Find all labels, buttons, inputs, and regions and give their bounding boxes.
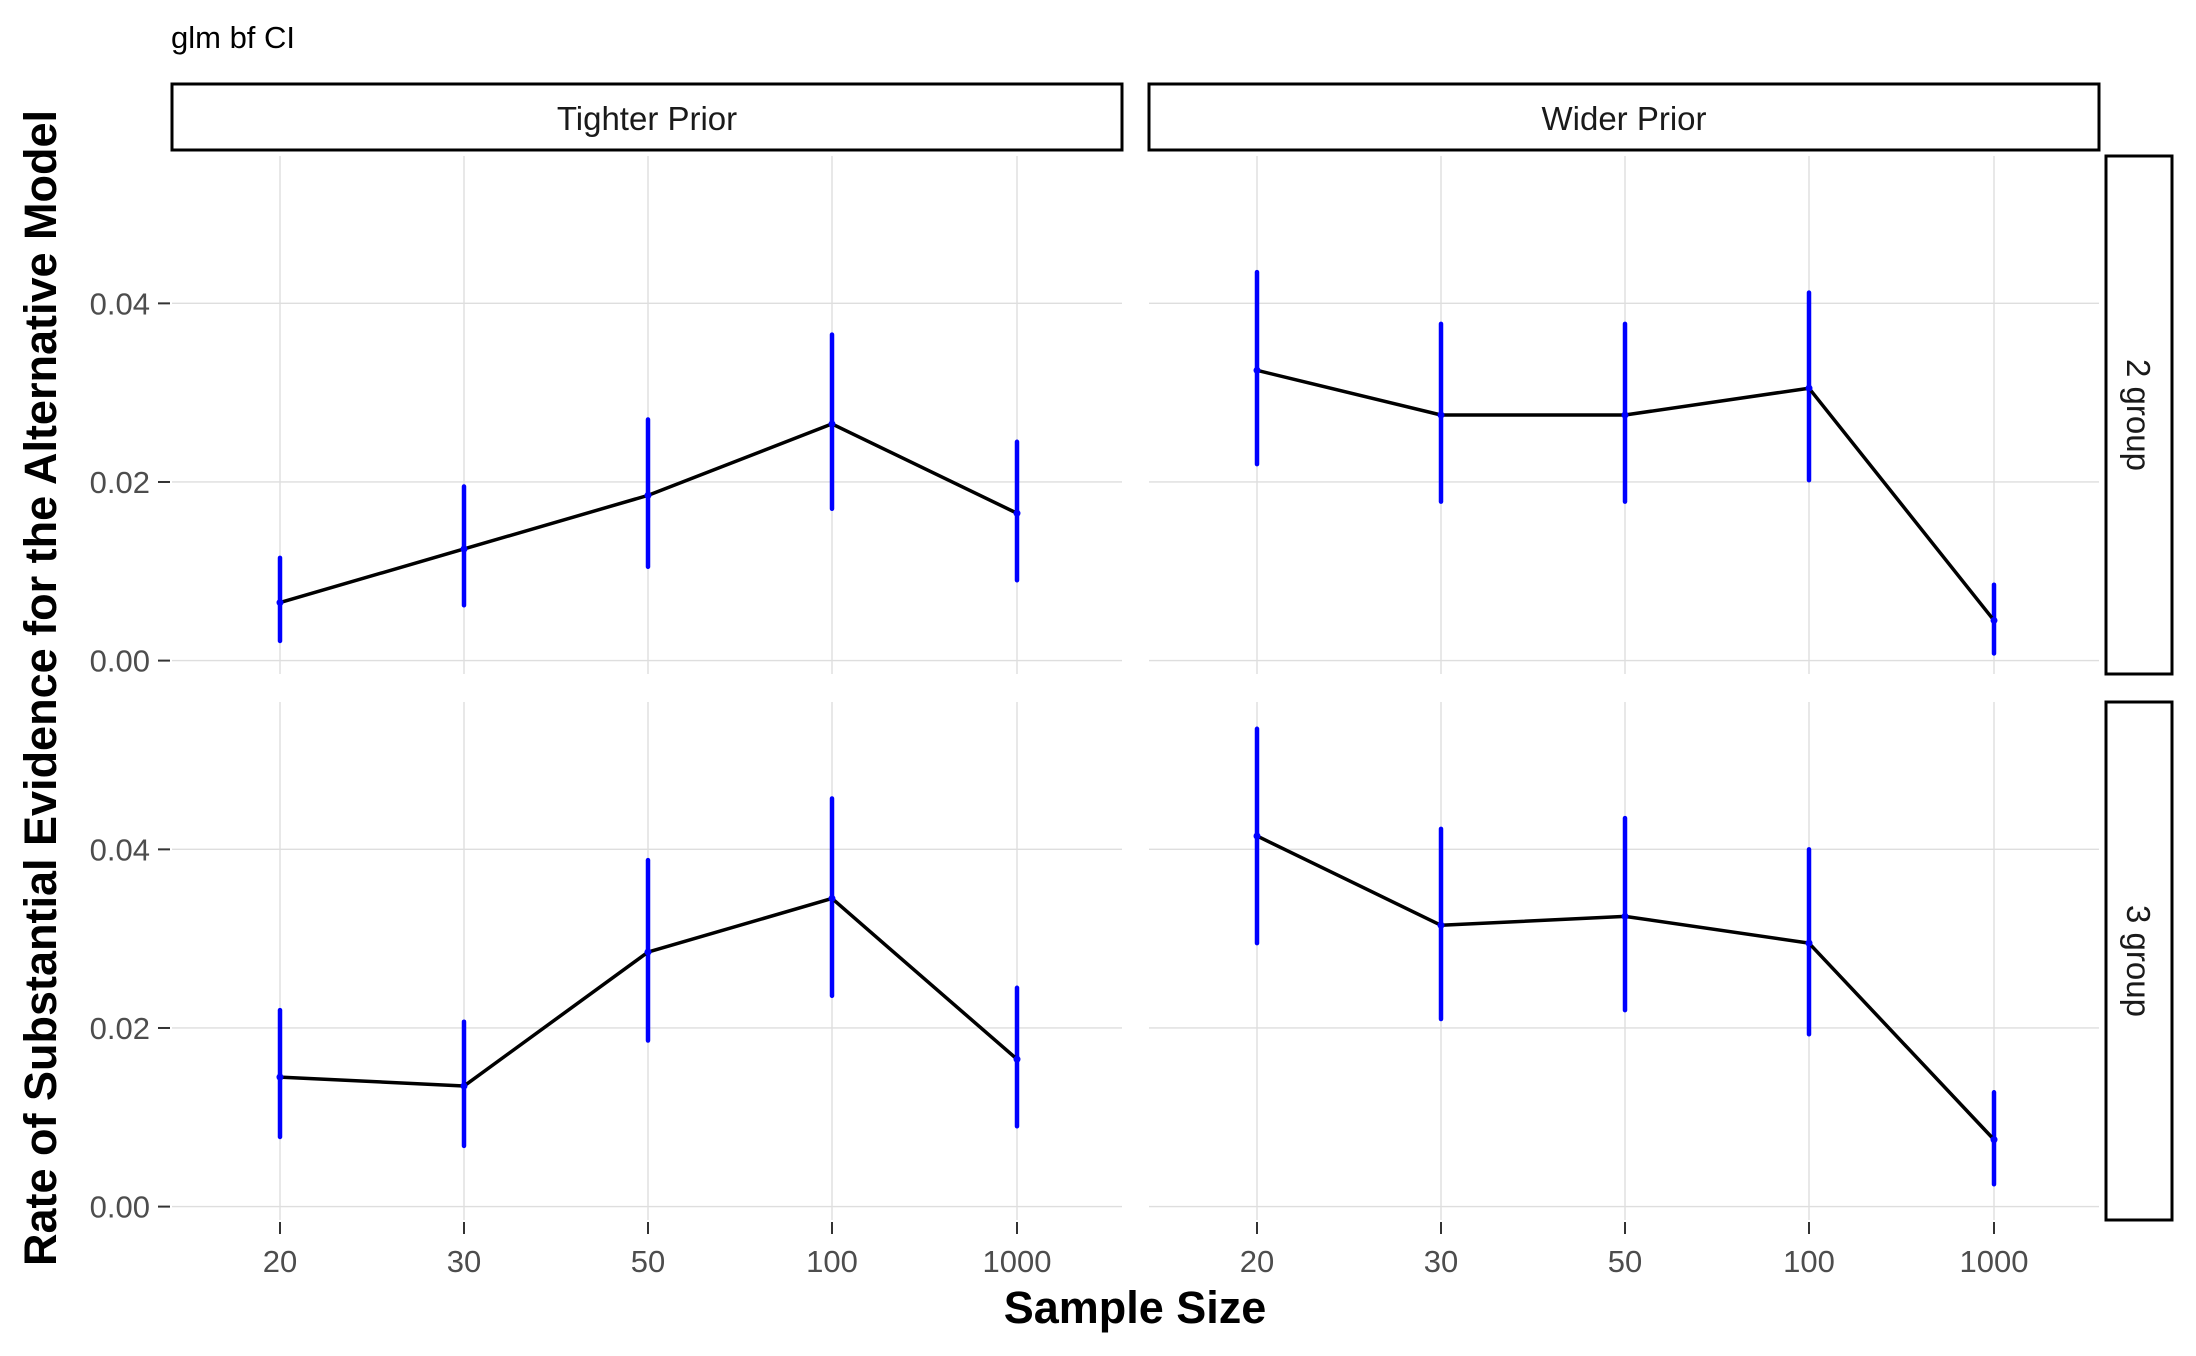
panel-tighter-prior-3-group bbox=[172, 702, 1122, 1220]
y-tick-label: 0.00 bbox=[90, 1190, 150, 1225]
x-tick-label: 50 bbox=[631, 1244, 665, 1279]
x-axis: 20 30 50 100 1000 20 30 50 100 1000 bbox=[263, 1222, 2029, 1279]
data-point-20 bbox=[276, 1073, 284, 1081]
x-tick-label: 100 bbox=[806, 1244, 858, 1279]
data-point-1000 bbox=[1990, 616, 1998, 624]
facet-strip-label: Wider Prior bbox=[1541, 100, 1706, 137]
data-point-30 bbox=[460, 545, 468, 553]
facet-strip-3-group: 3 group bbox=[2104, 700, 2174, 1222]
x-tick-label: 30 bbox=[447, 1244, 481, 1279]
panel-wider-prior-3-group bbox=[1149, 702, 2099, 1220]
y-axis: 0.00 0.02 0.04 0.00 0.02 0.04 bbox=[90, 286, 170, 1225]
chart-panels bbox=[172, 156, 2099, 1220]
panel-wider-prior-2-group bbox=[1149, 156, 2099, 674]
data-point-50 bbox=[644, 948, 652, 956]
data-point-1000 bbox=[1990, 1136, 1998, 1144]
data-point-50 bbox=[1621, 411, 1629, 419]
data-point-20 bbox=[276, 599, 284, 607]
data-point-50 bbox=[1621, 912, 1629, 920]
facet-strip-2-group: 2 group bbox=[2104, 154, 2174, 676]
x-tick-label: 1000 bbox=[1960, 1244, 2029, 1279]
chart-title: glm bf CI bbox=[171, 20, 295, 55]
y-tick-label: 0.04 bbox=[90, 286, 150, 321]
data-point-100 bbox=[828, 894, 836, 902]
data-point-100 bbox=[1805, 384, 1813, 392]
facet-strip-label: Tighter Prior bbox=[557, 100, 737, 137]
y-axis-label: Rate of Substantial Evidence for the Alt… bbox=[15, 110, 66, 1266]
y-tick-label: 0.02 bbox=[90, 465, 150, 500]
x-tick-label: 1000 bbox=[983, 1244, 1052, 1279]
data-point-100 bbox=[828, 420, 836, 428]
facet-strip-label: 2 group bbox=[2120, 359, 2157, 471]
data-point-1000 bbox=[1013, 1055, 1021, 1063]
data-point-1000 bbox=[1013, 509, 1021, 517]
data-point-20 bbox=[1253, 832, 1261, 840]
data-point-50 bbox=[644, 491, 652, 499]
x-tick-label: 20 bbox=[263, 1244, 297, 1279]
y-tick-label: 0.02 bbox=[90, 1011, 150, 1046]
y-tick-label: 0.00 bbox=[90, 644, 150, 679]
panel-tighter-prior-2-group bbox=[172, 156, 1122, 674]
data-point-30 bbox=[1437, 921, 1445, 929]
data-point-100 bbox=[1805, 939, 1813, 947]
y-tick-label: 0.04 bbox=[90, 832, 150, 867]
x-axis-label: Sample Size bbox=[1004, 1282, 1267, 1333]
x-tick-label: 50 bbox=[1608, 1244, 1642, 1279]
x-tick-label: 20 bbox=[1240, 1244, 1274, 1279]
data-point-30 bbox=[460, 1082, 468, 1090]
facet-strip-tighter-prior: Tighter Prior bbox=[170, 82, 1124, 152]
facet-strip-wider-prior: Wider Prior bbox=[1147, 82, 2101, 152]
data-point-30 bbox=[1437, 411, 1445, 419]
data-point-20 bbox=[1253, 366, 1261, 374]
facet-strip-label: 3 group bbox=[2120, 905, 2157, 1017]
x-tick-label: 100 bbox=[1783, 1244, 1835, 1279]
x-tick-label: 30 bbox=[1424, 1244, 1458, 1279]
